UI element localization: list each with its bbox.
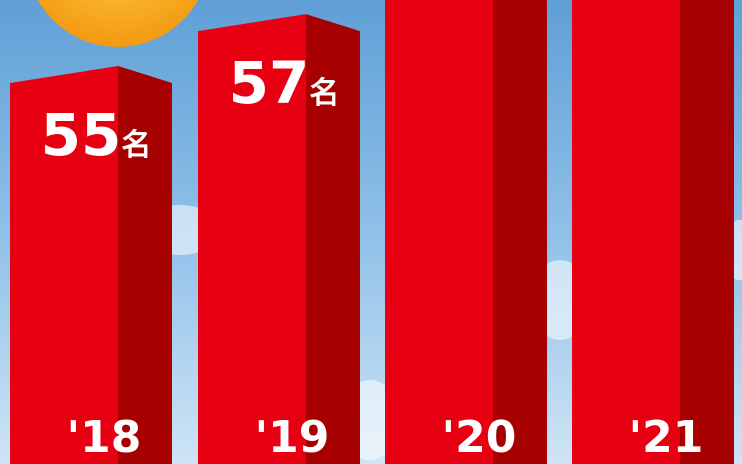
x-tick-label: '19 xyxy=(255,412,330,463)
bar-side xyxy=(493,0,547,464)
x-tick-label: '21 xyxy=(629,412,704,463)
bar-side xyxy=(680,0,734,464)
bar xyxy=(572,0,680,464)
chart: 55名'1857名'19'20'21 xyxy=(0,0,742,464)
x-tick-label: '18 xyxy=(67,412,142,463)
x-tick-label: '20 xyxy=(442,412,517,463)
bar-side xyxy=(118,66,172,464)
bar xyxy=(385,0,493,464)
